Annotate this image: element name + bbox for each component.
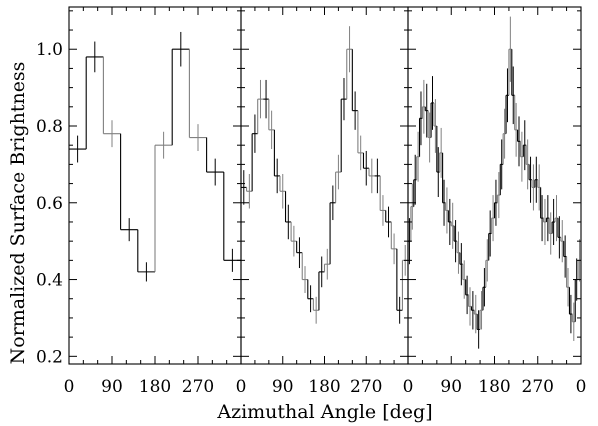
y-tick-label: 1.0 (36, 40, 63, 60)
panel-2: 0 90 180 270 (236, 6, 409, 397)
y-tick-label: 0.4 (36, 271, 63, 291)
y-axis: 0.2 0.4 0.6 0.8 1.0 (36, 40, 63, 367)
x-tick-label: 90 (101, 377, 123, 397)
x-tick-label: 0 (576, 377, 587, 397)
x-axis-label: Azimuthal Angle [deg] (216, 401, 432, 423)
x-tick-label: 180 (478, 377, 510, 397)
y-tick-label: 0.2 (36, 347, 63, 367)
x-tick-label: 180 (139, 377, 171, 397)
panel-frame (240, 6, 409, 365)
x-tick-label: 0 (64, 377, 75, 397)
x-tick-label: 180 (308, 377, 340, 397)
x-tick-label: 90 (440, 377, 462, 397)
chart-panels: 0 90 180 270 0 90 180 270 0 90 180 270 0 (64, 6, 587, 397)
panel-3: 0 90 180 270 0 (403, 6, 587, 397)
x-tick-label: 270 (182, 377, 214, 397)
x-tick-label: 270 (522, 377, 554, 397)
x-tick-label: 270 (350, 377, 382, 397)
x-tick-label: 0 (403, 377, 414, 397)
panel-frame (407, 6, 582, 365)
y-tick-label: 0.8 (36, 117, 63, 137)
x-tick-label: 0 (236, 377, 247, 397)
panel-1: 0 90 180 270 (64, 6, 242, 397)
y-axis-label: Normalized Surface Brightness (7, 62, 29, 365)
y-tick-label: 0.6 (36, 194, 63, 214)
x-tick-label: 90 (272, 377, 294, 397)
